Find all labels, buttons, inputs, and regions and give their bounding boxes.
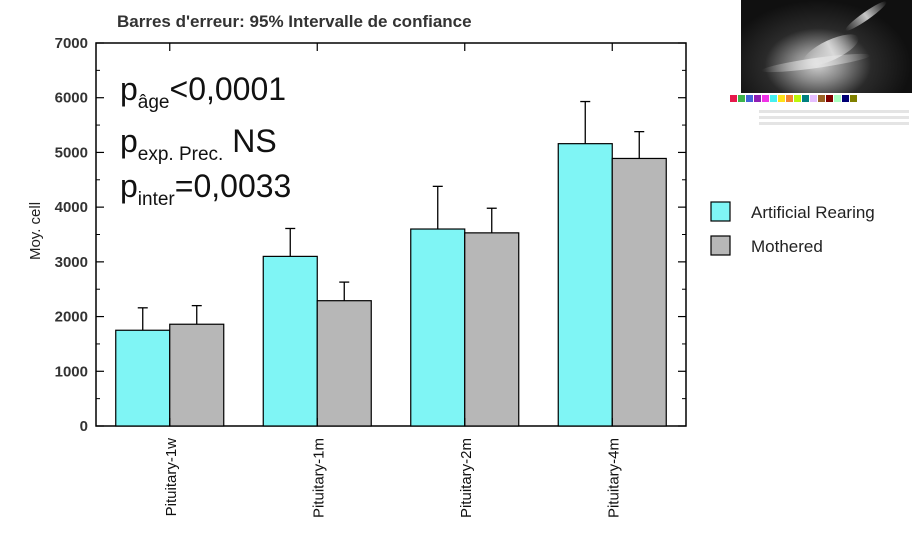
bar-mothered-2 bbox=[464, 232, 520, 427]
x-axis: Pituitary-1w Pituitary-1m Pituitary-2m Pitu… bbox=[163, 43, 622, 518]
y-tick-label: 7000 bbox=[55, 35, 88, 52]
stat-annotation: pinter=0,0033 bbox=[120, 168, 291, 210]
y-tick-label: 4000 bbox=[55, 199, 88, 216]
color-swatch bbox=[778, 95, 785, 102]
bar-artificial-rearing-1 bbox=[262, 255, 318, 427]
bars bbox=[115, 100, 667, 427]
y-tick-label: 5000 bbox=[55, 144, 88, 161]
color-swatch bbox=[802, 95, 809, 102]
x-tick-label: Pituitary-1m bbox=[310, 438, 327, 518]
scan-image-thumbnail-icon bbox=[729, 0, 912, 146]
color-swatch bbox=[794, 95, 801, 102]
bar-artificial-rearing-2 bbox=[410, 228, 466, 427]
color-swatch bbox=[842, 95, 849, 102]
y-axis-label: Moy. cell bbox=[27, 202, 44, 260]
stat-annotation: pâge<0,0001 bbox=[120, 71, 286, 113]
y-tick-label: 2000 bbox=[55, 309, 88, 326]
color-swatch bbox=[730, 95, 737, 102]
y-tick-label: 3000 bbox=[55, 254, 88, 271]
y-tick-label: 0 bbox=[80, 418, 88, 435]
color-swatch bbox=[818, 95, 825, 102]
color-swatches bbox=[730, 95, 857, 102]
chart-title: Barres d'erreur: 95% Intervalle de confi… bbox=[117, 12, 472, 31]
bar-artificial-rearing-3 bbox=[557, 143, 613, 427]
y-tick-label: 1000 bbox=[55, 363, 88, 380]
color-swatch bbox=[770, 95, 777, 102]
stat-annotation: pexp. Prec. NS bbox=[120, 123, 277, 165]
y-tick-label: 6000 bbox=[55, 90, 88, 107]
bar-mothered-3 bbox=[611, 157, 667, 427]
color-swatch bbox=[850, 95, 857, 102]
x-tick-label: Pituitary-2m bbox=[458, 438, 475, 518]
color-swatch bbox=[810, 95, 817, 102]
inset-tool-panel bbox=[729, 93, 912, 146]
color-swatch bbox=[738, 95, 745, 102]
legend-label: Artificial Rearing bbox=[751, 203, 875, 222]
color-swatch bbox=[754, 95, 761, 102]
legend: Artificial Rearing Mothered bbox=[710, 201, 875, 256]
color-swatch bbox=[826, 95, 833, 102]
color-swatch bbox=[746, 95, 753, 102]
bar-mothered-0 bbox=[169, 323, 225, 427]
legend-label: Mothered bbox=[751, 237, 823, 256]
legend-swatch bbox=[710, 235, 731, 256]
legend-swatch bbox=[710, 201, 731, 222]
scan-image bbox=[741, 0, 912, 93]
x-tick-label: Pituitary-1w bbox=[163, 438, 180, 517]
y-axis: 0 1000 2000 3000 4000 5000 6000 7000 bbox=[55, 35, 686, 435]
color-swatch bbox=[762, 95, 769, 102]
x-tick-label: Pituitary-4m bbox=[605, 438, 622, 518]
bar-mothered-1 bbox=[316, 300, 372, 427]
bar-artificial-rearing-0 bbox=[115, 329, 171, 427]
color-swatch bbox=[786, 95, 793, 102]
color-swatch bbox=[834, 95, 841, 102]
